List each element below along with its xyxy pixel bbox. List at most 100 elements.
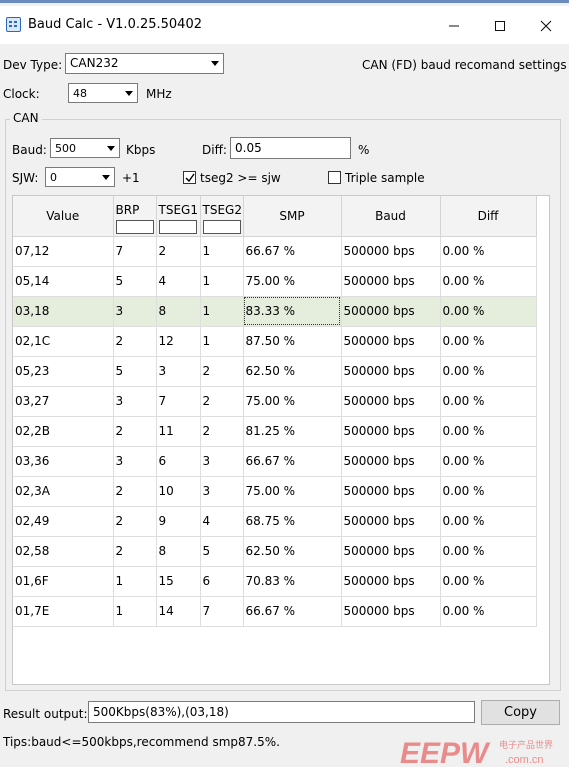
table-row[interactable]: 02,1C 2 12 1 87.50 % 500000 bps 0.00 % xyxy=(13,326,537,357)
cell-brp[interactable]: 2 xyxy=(113,326,157,357)
cell-smp[interactable]: 75.00 % xyxy=(243,386,342,417)
cell-smp[interactable]: 70.83 % xyxy=(243,566,342,597)
cell-tseg1[interactable]: 10 xyxy=(156,476,201,507)
cell-brp[interactable]: 5 xyxy=(113,266,157,297)
cell-value[interactable]: 03,36 xyxy=(13,446,114,477)
cell-tseg2[interactable]: 3 xyxy=(200,446,244,477)
cell-diff[interactable]: 0.00 % xyxy=(440,566,537,597)
table-row[interactable]: 05,14 5 4 1 75.00 % 500000 bps 0.00 % xyxy=(13,266,537,297)
table-row[interactable]: 03,36 3 6 3 66.67 % 500000 bps 0.00 % xyxy=(13,446,537,477)
tseg2-label[interactable]: tseg2 >= sjw xyxy=(200,171,281,185)
cell-tseg2[interactable]: 4 xyxy=(200,506,244,537)
cell-tseg1[interactable]: 4 xyxy=(156,266,201,297)
baud-select[interactable]: 500 xyxy=(50,138,120,158)
cell-tseg2[interactable]: 1 xyxy=(200,236,244,267)
tseg2-checkbox[interactable] xyxy=(183,171,196,184)
cell-tseg1[interactable]: 11 xyxy=(156,416,201,447)
cell-diff[interactable]: 0.00 % xyxy=(440,416,537,447)
cell-diff[interactable]: 0.00 % xyxy=(440,506,537,537)
cell-diff[interactable]: 0.00 % xyxy=(440,386,537,417)
cell-smp[interactable]: 62.50 % xyxy=(243,536,342,567)
cell-baud[interactable]: 500000 bps xyxy=(341,416,441,447)
triple-sample-label[interactable]: Triple sample xyxy=(345,171,425,185)
cell-smp[interactable]: 83.33 % xyxy=(243,296,342,327)
recommend-settings-link[interactable]: CAN (FD) baud recomand settings xyxy=(362,58,567,72)
cell-tseg2[interactable]: 1 xyxy=(200,296,244,327)
brp-filter-input[interactable] xyxy=(115,220,154,234)
cell-tseg1[interactable]: 14 xyxy=(156,596,201,627)
cell-tseg2[interactable]: 2 xyxy=(200,416,244,447)
cell-diff[interactable]: 0.00 % xyxy=(440,326,537,357)
title-bar[interactable]: Baud Calc - V1.0.25.50402 xyxy=(0,6,569,44)
minimize-button[interactable] xyxy=(431,12,477,40)
table-row[interactable]: 02,2B 2 11 2 81.25 % 500000 bps 0.00 % xyxy=(13,416,537,447)
cell-value[interactable]: 05,14 xyxy=(13,266,114,297)
cell-smp[interactable]: 68.75 % xyxy=(243,506,342,537)
cell-value[interactable]: 07,12 xyxy=(13,236,114,267)
cell-value[interactable]: 03,27 xyxy=(13,386,114,417)
cell-smp[interactable]: 66.67 % xyxy=(243,596,342,627)
clock-select[interactable]: 48 xyxy=(68,83,138,103)
cell-tseg2[interactable]: 1 xyxy=(200,266,244,297)
cell-smp[interactable]: 81.25 % xyxy=(243,416,342,447)
cell-tseg1[interactable]: 8 xyxy=(156,536,201,567)
cell-diff[interactable]: 0.00 % xyxy=(440,596,537,627)
table-row[interactable]: 02,3A 2 10 3 75.00 % 500000 bps 0.00 % xyxy=(13,476,537,507)
cell-brp[interactable]: 7 xyxy=(113,236,157,267)
sjw-select[interactable]: 0 xyxy=(45,167,115,187)
cell-tseg2[interactable]: 7 xyxy=(200,596,244,627)
table-row[interactable]: 02,49 2 9 4 68.75 % 500000 bps 0.00 % xyxy=(13,506,537,537)
cell-baud[interactable]: 500000 bps xyxy=(341,476,441,507)
triple-sample-checkbox[interactable] xyxy=(328,171,341,184)
cell-baud[interactable]: 500000 bps xyxy=(341,296,441,327)
cell-diff[interactable]: 0.00 % xyxy=(440,266,537,297)
cell-baud[interactable]: 500000 bps xyxy=(341,266,441,297)
cell-diff[interactable]: 0.00 % xyxy=(440,476,537,507)
cell-value[interactable]: 02,3A xyxy=(13,476,114,507)
cell-value[interactable]: 02,58 xyxy=(13,536,114,567)
cell-tseg2[interactable]: 6 xyxy=(200,566,244,597)
results-grid[interactable]: Value BRP TSEG1 TSEG2 SMP Baud xyxy=(12,195,550,685)
cell-baud[interactable]: 500000 bps xyxy=(341,446,441,477)
close-button[interactable] xyxy=(523,12,569,40)
tseg2-filter-input[interactable] xyxy=(202,220,241,234)
cell-tseg1[interactable]: 9 xyxy=(156,506,201,537)
tseg1-filter-input[interactable] xyxy=(158,220,197,234)
cell-brp[interactable]: 5 xyxy=(113,356,157,387)
cell-diff[interactable]: 0.00 % xyxy=(440,536,537,567)
cell-tseg1[interactable]: 6 xyxy=(156,446,201,477)
table-row[interactable]: 07,12 7 2 1 66.67 % 500000 bps 0.00 % xyxy=(13,236,537,267)
cell-baud[interactable]: 500000 bps xyxy=(341,536,441,567)
cell-value[interactable]: 02,2B xyxy=(13,416,114,447)
cell-brp[interactable]: 2 xyxy=(113,416,157,447)
table-row[interactable]: 02,58 2 8 5 62.50 % 500000 bps 0.00 % xyxy=(13,536,537,567)
column-header-smp[interactable]: SMP xyxy=(243,196,342,237)
cell-tseg1[interactable]: 7 xyxy=(156,386,201,417)
cell-baud[interactable]: 500000 bps xyxy=(341,236,441,267)
diff-input[interactable]: 0.05 xyxy=(230,137,351,159)
cell-brp[interactable]: 2 xyxy=(113,476,157,507)
cell-value[interactable]: 01,6F xyxy=(13,566,114,597)
cell-value[interactable]: 02,1C xyxy=(13,326,114,357)
cell-diff[interactable]: 0.00 % xyxy=(440,296,537,327)
cell-brp[interactable]: 1 xyxy=(113,566,157,597)
cell-baud[interactable]: 500000 bps xyxy=(341,356,441,387)
cell-diff[interactable]: 0.00 % xyxy=(440,236,537,267)
cell-smp[interactable]: 75.00 % xyxy=(243,476,342,507)
copy-button[interactable]: Copy xyxy=(481,700,560,725)
cell-value[interactable]: 03,18 xyxy=(13,296,114,327)
column-header-tseg2[interactable]: TSEG2 xyxy=(200,196,244,237)
cell-tseg2[interactable]: 2 xyxy=(200,356,244,387)
cell-value[interactable]: 05,23 xyxy=(13,356,114,387)
cell-brp[interactable]: 3 xyxy=(113,446,157,477)
cell-baud[interactable]: 500000 bps xyxy=(341,596,441,627)
column-header-diff[interactable]: Diff xyxy=(440,196,537,237)
cell-smp[interactable]: 66.67 % xyxy=(243,446,342,477)
maximize-button[interactable] xyxy=(477,12,523,40)
cell-tseg2[interactable]: 2 xyxy=(200,386,244,417)
cell-smp[interactable]: 62.50 % xyxy=(243,356,342,387)
cell-value[interactable]: 02,49 xyxy=(13,506,114,537)
cell-baud[interactable]: 500000 bps xyxy=(341,386,441,417)
cell-diff[interactable]: 0.00 % xyxy=(440,446,537,477)
cell-tseg2[interactable]: 3 xyxy=(200,476,244,507)
